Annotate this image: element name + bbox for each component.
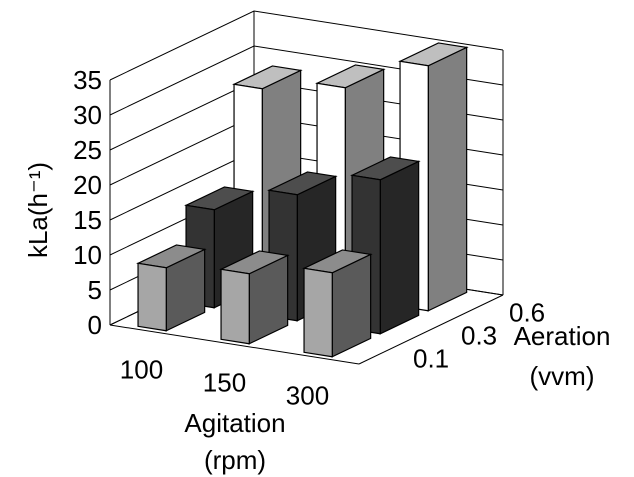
y-axis-title: kLa(h⁻¹) — [23, 162, 53, 258]
y-tick-label: 35 — [73, 65, 102, 95]
axis-edge — [358, 294, 504, 365]
x-tick-label: 100 — [120, 354, 163, 384]
x-axis-unit: (rpm) — [204, 445, 266, 475]
y-tick-label: 15 — [73, 205, 102, 235]
x-axis-title: Agitation — [184, 408, 285, 438]
x-tick-label: 300 — [286, 380, 329, 410]
z-tick-label: 0.3 — [461, 320, 497, 350]
y-tick-label: 5 — [88, 275, 102, 305]
y-tick-label: 20 — [73, 170, 102, 200]
axis-edge — [109, 324, 360, 365]
y-tick-label: 0 — [88, 310, 102, 340]
bar-front — [303, 267, 333, 358]
grid-line — [109, 10, 504, 81]
z-tick-label: 0.1 — [413, 343, 449, 373]
bar-front — [220, 268, 250, 345]
bar-side — [379, 160, 420, 335]
x-tick-label: 150 — [203, 367, 246, 397]
y-tick-label: 30 — [73, 100, 102, 130]
bar-front — [137, 262, 167, 332]
bar-side — [427, 46, 468, 312]
z-axis-unit: (vvm) — [530, 361, 595, 391]
z-axis-title: Aeration — [514, 321, 611, 351]
z-tick-label: 0.6 — [509, 297, 545, 327]
y-tick-label: 25 — [73, 135, 102, 165]
y-tick-label: 10 — [73, 240, 102, 270]
